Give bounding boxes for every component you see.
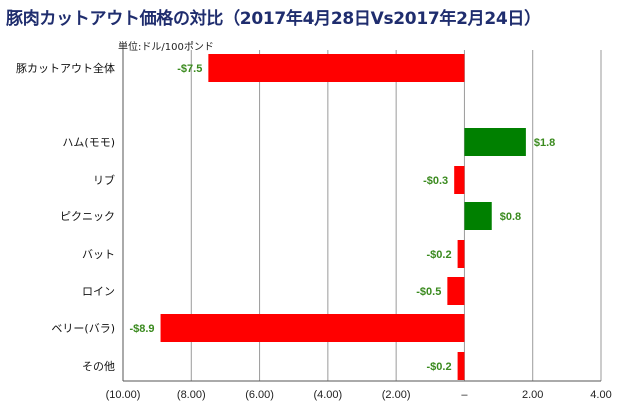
category-label: ロイン: [82, 285, 115, 298]
category-label: リブ: [93, 173, 115, 187]
bar: [208, 54, 465, 82]
value-label: -$0.5: [416, 286, 441, 298]
value-label: -$7.5: [177, 63, 202, 75]
bar: [160, 314, 465, 342]
value-label: -$0.2: [427, 361, 452, 373]
chart-title: 豚肉カットアウト価格の対比（2017年4月28日Vs2017年2月24日）: [6, 9, 541, 29]
value-label: -$0.3: [423, 175, 448, 187]
bar: [447, 277, 465, 305]
category-label: バット: [82, 248, 115, 261]
x-tick-label: (2.00): [382, 389, 411, 401]
bar: [457, 240, 465, 268]
value-label: $1.8: [534, 137, 555, 149]
x-tick-label: (4.00): [313, 389, 342, 401]
value-label: $0.8: [500, 211, 521, 223]
bar: [454, 166, 465, 194]
category-label: ハム(モモ): [62, 136, 115, 149]
x-tick-label: 2.00: [522, 389, 543, 401]
category-label: その他: [82, 360, 115, 373]
x-tick-label: –: [461, 389, 468, 401]
bar: [464, 128, 526, 156]
x-tick-label: (8.00): [177, 389, 206, 401]
category-label: ピクニック: [60, 210, 115, 223]
value-label: -$8.9: [129, 323, 154, 335]
value-label: -$0.2: [427, 249, 452, 261]
bar: [457, 352, 465, 380]
category-label: 豚カットアウト全体: [16, 61, 115, 75]
unit-label: 単位:ドル/100ポンド: [118, 42, 214, 53]
x-tick-label: (10.00): [106, 389, 141, 401]
bar: [464, 202, 492, 230]
x-tick-label: 4.00: [590, 389, 611, 401]
x-tick-label: (6.00): [245, 389, 274, 401]
category-label: ベリー(バラ): [51, 322, 115, 335]
